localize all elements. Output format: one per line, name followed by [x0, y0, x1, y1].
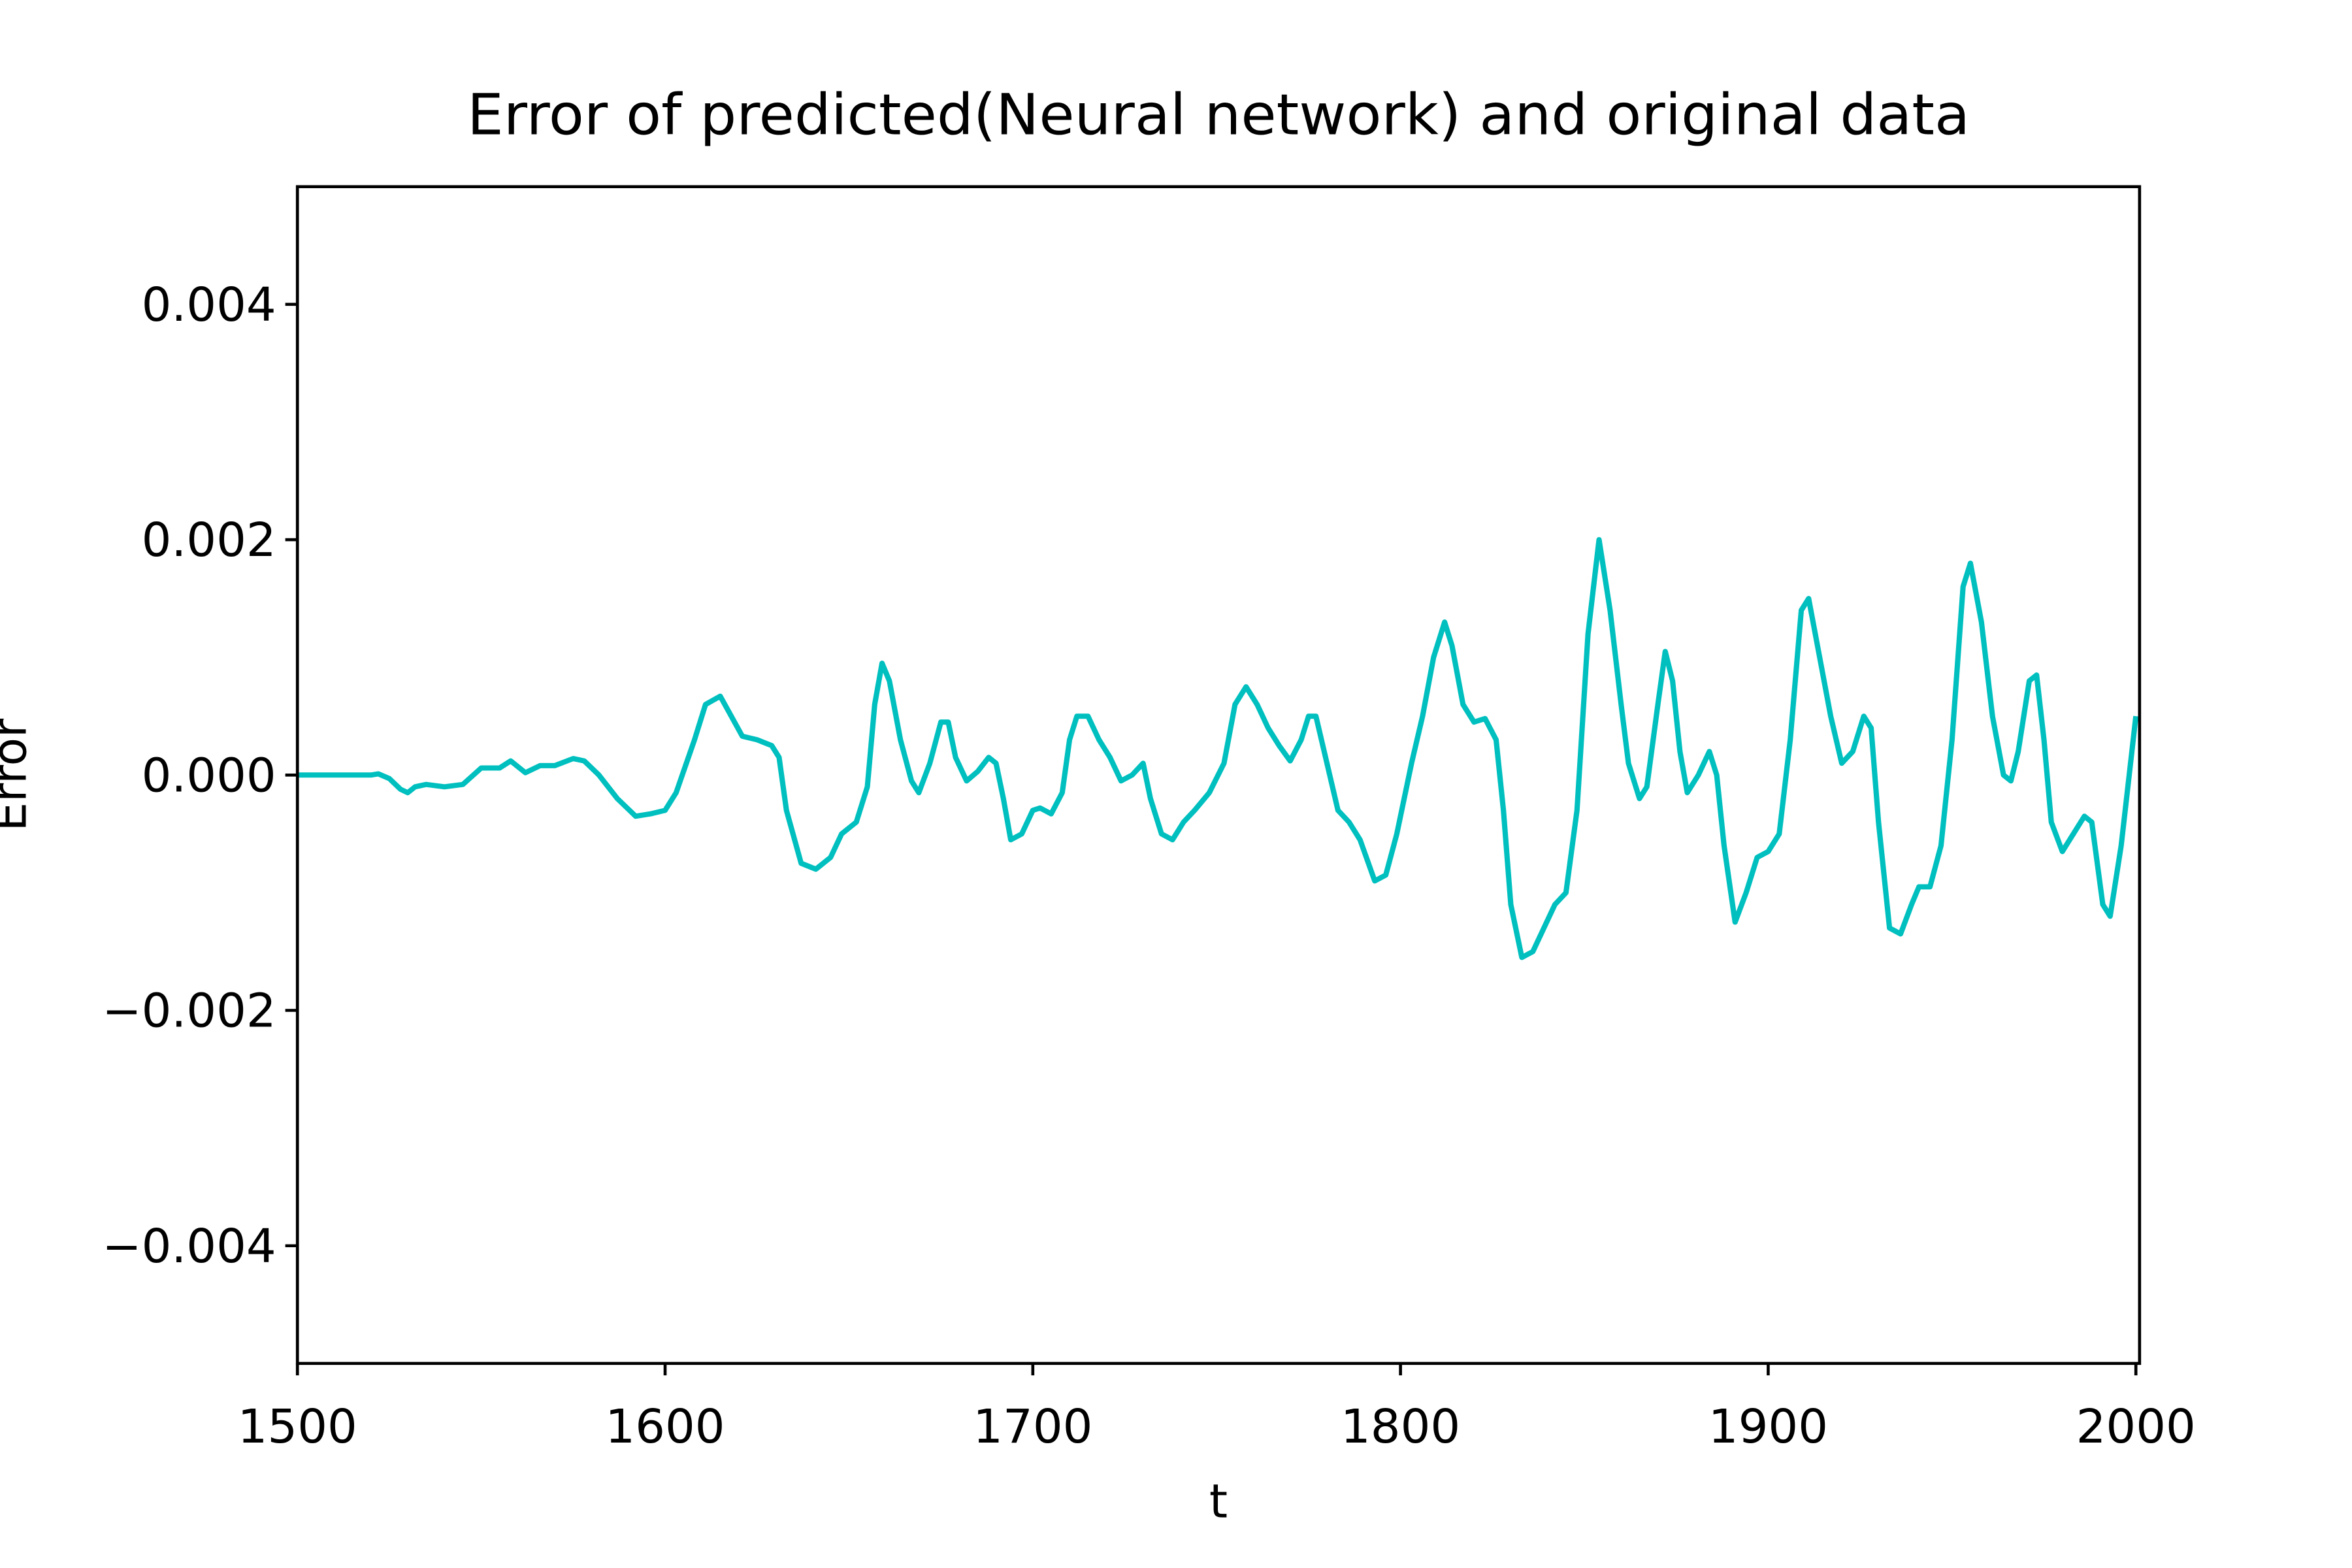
y-tick-label: 0.002	[142, 514, 276, 567]
y-axis-label: Error	[0, 718, 37, 831]
x-tick-label: 1800	[1341, 1400, 1460, 1454]
y-tick-label: 0.000	[142, 749, 276, 802]
y-tick-label: −0.004	[102, 1219, 276, 1273]
error-line	[297, 537, 2139, 960]
y-tick-label: −0.002	[102, 984, 276, 1037]
x-tick-label: 1700	[973, 1400, 1092, 1454]
x-tick-label: 1900	[1708, 1400, 1828, 1454]
x-axis-label: t	[1209, 1475, 1228, 1528]
chart-title: Error of predicted(Neural network) and o…	[467, 82, 1970, 148]
x-tick-label: 2000	[2076, 1400, 2196, 1454]
x-tick-label: 1500	[238, 1400, 357, 1454]
plot-area	[297, 537, 2139, 960]
x-tick-label: 1600	[605, 1400, 725, 1454]
y-tick-label: 0.004	[142, 278, 276, 332]
